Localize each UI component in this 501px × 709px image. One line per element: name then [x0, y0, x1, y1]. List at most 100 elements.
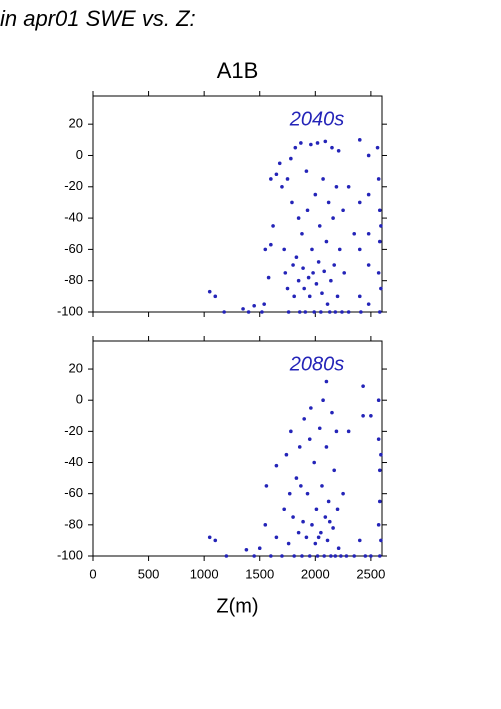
point [369, 413, 373, 418]
point [257, 546, 262, 551]
y-tick-label: 0 [76, 392, 83, 407]
point [317, 426, 322, 431]
point [304, 535, 309, 540]
point [317, 224, 322, 228]
point [335, 507, 340, 512]
point [302, 286, 306, 291]
y-tick-label: -80 [64, 516, 83, 531]
point [334, 429, 339, 434]
point [327, 310, 332, 314]
x-axis-label: Z(m) [216, 595, 258, 617]
annotation: 2080s [289, 353, 345, 375]
point [269, 554, 273, 558]
point [352, 554, 357, 558]
point [377, 468, 382, 473]
y-tick-label: -100 [57, 303, 83, 318]
point [294, 255, 299, 260]
point [292, 554, 296, 558]
point [366, 153, 371, 158]
point [363, 554, 368, 558]
point [320, 484, 324, 488]
point [207, 535, 212, 540]
point [263, 523, 268, 527]
point [301, 519, 305, 524]
point [252, 554, 256, 558]
plot-frame [92, 340, 383, 557]
point [314, 282, 319, 286]
point [352, 231, 357, 236]
point [333, 554, 338, 558]
point [336, 148, 341, 153]
y-tick-label: 20 [69, 116, 83, 131]
point [300, 231, 304, 236]
point [340, 310, 344, 314]
point [366, 192, 371, 197]
point [263, 247, 268, 252]
y-tick-label: -60 [64, 485, 83, 500]
chart-title: A1B [217, 58, 259, 83]
point [332, 468, 337, 473]
point [334, 184, 339, 189]
point [319, 530, 323, 535]
point [207, 289, 212, 294]
point [375, 145, 380, 150]
point [299, 141, 303, 145]
point [332, 263, 337, 267]
point [346, 310, 351, 314]
point [346, 184, 351, 189]
point [377, 310, 382, 314]
point [377, 239, 382, 244]
point [310, 247, 314, 252]
point [271, 224, 275, 228]
point [324, 445, 329, 449]
point [326, 499, 331, 504]
point [241, 307, 245, 311]
point [297, 310, 302, 314]
point [322, 554, 327, 558]
point [379, 224, 383, 228]
point [289, 429, 293, 434]
point [331, 216, 335, 220]
point [331, 526, 335, 530]
y-tick-label: -80 [64, 272, 83, 287]
point [301, 266, 305, 270]
point [361, 413, 365, 418]
point [312, 310, 316, 314]
annotation: 2040s [289, 108, 345, 130]
point [293, 145, 298, 150]
point [313, 541, 318, 546]
point [269, 177, 273, 181]
point [296, 530, 301, 535]
y-tick-label: 20 [69, 360, 83, 375]
point [309, 406, 313, 410]
point [307, 294, 312, 299]
point [299, 484, 303, 488]
point [264, 484, 269, 488]
point [282, 507, 286, 512]
point [283, 271, 288, 275]
point [316, 535, 321, 540]
y-tick-label: -100 [57, 547, 83, 562]
point [296, 278, 301, 283]
point [224, 554, 229, 558]
y-tick-label: -20 [64, 178, 83, 193]
page-title: in apr01 SWE vs. Z: [0, 6, 196, 31]
point [329, 554, 333, 558]
point [290, 200, 294, 205]
point [322, 269, 327, 274]
point [379, 538, 383, 543]
point [260, 310, 264, 314]
point [327, 519, 332, 524]
point [313, 192, 318, 197]
point [366, 231, 371, 236]
point [357, 138, 362, 142]
point [274, 463, 279, 468]
point [310, 523, 314, 527]
point [376, 271, 381, 275]
point [302, 417, 306, 421]
point [346, 429, 351, 434]
point [316, 260, 321, 264]
point [287, 491, 292, 496]
point [326, 200, 331, 205]
